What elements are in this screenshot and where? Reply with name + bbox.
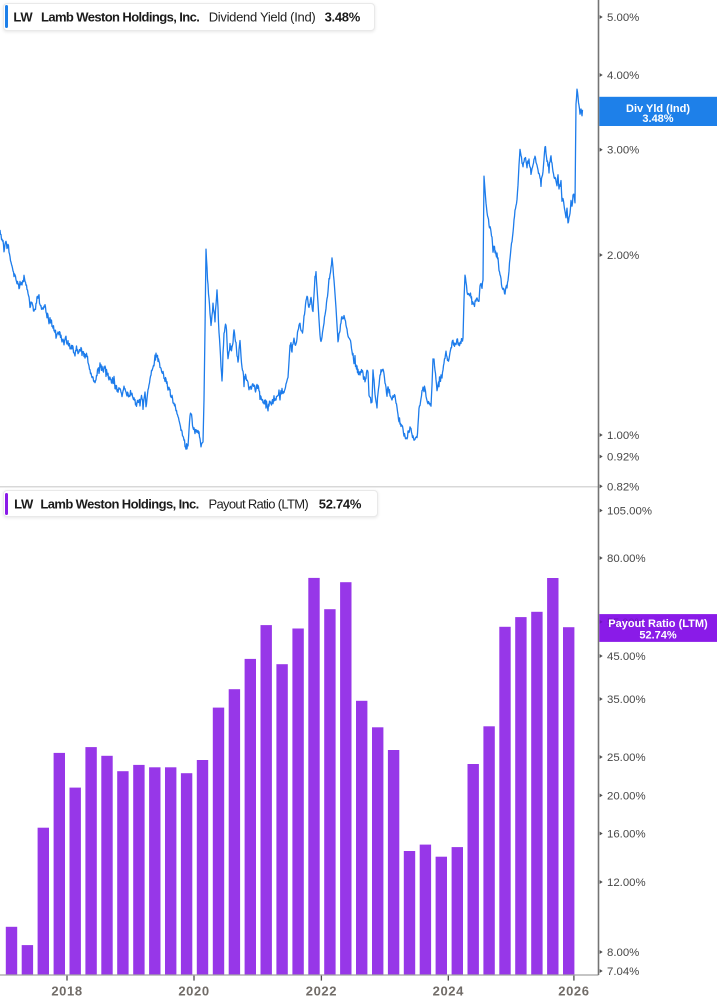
svg-text:5.00%: 5.00% — [607, 12, 639, 24]
svg-text:25.00%: 25.00% — [607, 752, 646, 764]
svg-text:2024: 2024 — [433, 984, 464, 999]
svg-text:20.00%: 20.00% — [607, 790, 646, 802]
svg-text:2026: 2026 — [558, 984, 589, 999]
svg-text:0.92%: 0.92% — [607, 452, 639, 464]
svg-text:2018: 2018 — [51, 984, 82, 999]
svg-text:1.00%: 1.00% — [607, 430, 639, 442]
svg-text:4.00%: 4.00% — [607, 70, 639, 82]
svg-text:2.00%: 2.00% — [607, 250, 639, 262]
svg-text:105.00%: 105.00% — [607, 506, 652, 518]
svg-text:52.74%: 52.74% — [639, 630, 677, 642]
svg-text:7.04%: 7.04% — [607, 966, 639, 978]
svg-text:3.00%: 3.00% — [607, 145, 639, 157]
svg-text:35.00%: 35.00% — [607, 694, 646, 706]
svg-text:45.00%: 45.00% — [607, 651, 646, 663]
svg-text:8.00%: 8.00% — [607, 947, 639, 959]
svg-text:16.00%: 16.00% — [607, 829, 646, 841]
svg-text:80.00%: 80.00% — [607, 553, 646, 565]
svg-text:2022: 2022 — [306, 984, 337, 999]
svg-text:55.00%: 55.00% — [607, 617, 645, 629]
svg-text:3.48%: 3.48% — [642, 113, 673, 125]
svg-text:2020: 2020 — [178, 984, 209, 999]
svg-text:0.82%: 0.82% — [607, 481, 639, 493]
svg-text:12.00%: 12.00% — [607, 877, 646, 889]
svg-text:Payout Ratio (LTM): Payout Ratio (LTM) — [608, 618, 708, 630]
svg-text:Div Yld (Ind): Div Yld (Ind) — [626, 103, 690, 115]
